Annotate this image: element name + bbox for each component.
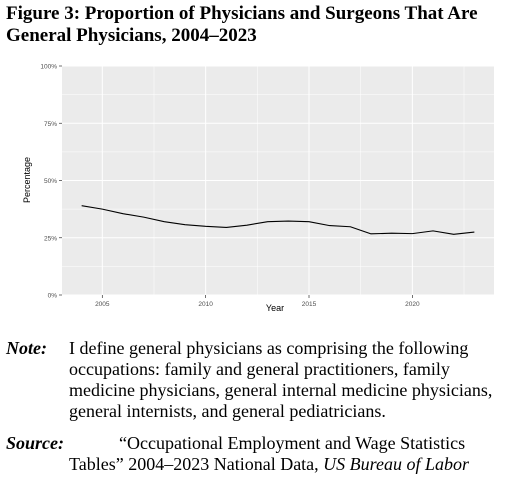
major-gridlines <box>62 65 494 296</box>
note-text: I define general physicians as comprisin… <box>69 338 493 421</box>
source-block: Source: “Occupational Employment and Wag… <box>6 433 512 477</box>
y-tick-label: 75% <box>44 121 57 128</box>
y-tick-label: 0% <box>48 293 58 300</box>
source-label: Source: <box>6 433 64 453</box>
source-line-2-text: Tables” 2004–2023 National Data, <box>69 454 324 474</box>
source-publisher: US Bureau of Labor <box>323 454 470 474</box>
x-tick-label: 2010 <box>198 301 213 308</box>
x-tick-label: 2015 <box>302 301 317 308</box>
y-tick-label: 50% <box>44 178 57 185</box>
line-chart: 0% 25% 50% 75% 100% 2005 2010 2015 2020 Year Pe… <box>22 64 494 313</box>
note-label: Note: <box>6 338 47 358</box>
x-axis-label: Year <box>266 303 284 313</box>
y-axis-label: Percentage <box>22 157 32 203</box>
source-text: “Occupational Employment and Wage Statis… <box>69 433 509 475</box>
minor-gridlines <box>62 66 494 295</box>
figure-title-line-2: General Physicians, 2004–2023 <box>6 25 257 46</box>
source-line-2: Tables” 2004–2023 National Data, US Bure… <box>69 454 509 475</box>
x-tick-label: 2005 <box>95 301 110 308</box>
x-axis: 2005 2010 2015 2020 <box>95 295 420 308</box>
figure-title-line-1: Figure 3: Proportion of Physicians and S… <box>6 3 478 24</box>
series-line <box>81 205 475 235</box>
y-tick-label: 100% <box>40 64 57 71</box>
note-block: Note: I define general physicians as com… <box>6 338 512 422</box>
y-axis: 0% 25% 50% 75% 100% <box>40 64 62 300</box>
source-line-1: “Occupational Employment and Wage Statis… <box>119 433 466 453</box>
x-tick-label: 2020 <box>405 301 420 308</box>
figure-title: Figure 3: Proportion of Physicians and S… <box>6 3 512 47</box>
series-layer <box>81 205 475 235</box>
y-tick-label: 25% <box>44 235 57 242</box>
